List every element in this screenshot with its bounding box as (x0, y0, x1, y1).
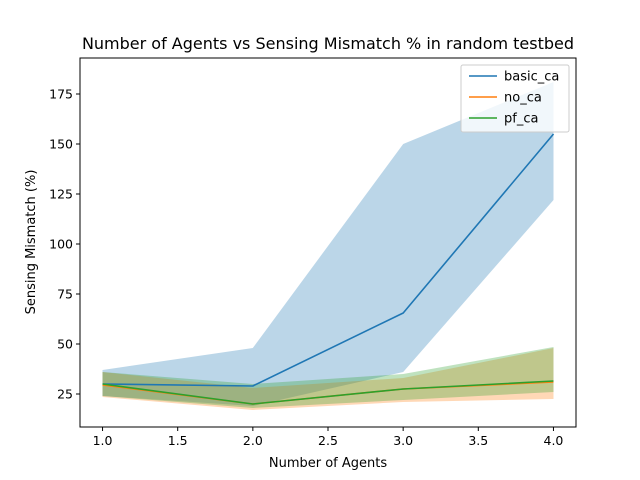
legend-label-pf_ca: pf_ca (504, 112, 538, 127)
series-lines (102, 133, 555, 405)
y-axis: 25 50 75 100 125 150 175 (49, 87, 80, 402)
legend: basic_ca no_ca pf_ca (460, 64, 570, 133)
y-tick-label: 150 (49, 137, 73, 152)
line-pf_ca (102, 380, 554, 405)
band-pf_ca (102, 347, 554, 408)
y-tick-label: 75 (57, 287, 73, 302)
legend-label-no_ca: no_ca (504, 91, 542, 106)
x-axis: 1.0 1.5 2.0 2.5 3.0 3.5 4.0 (93, 427, 564, 448)
band-no_ca (102, 348, 554, 410)
y-tick-label: 25 (57, 387, 73, 402)
chart-title: Number of Agents vs Sensing Mismatch % i… (82, 34, 574, 53)
x-tick-label: 3.5 (468, 433, 488, 448)
x-tick-label: 3.0 (393, 433, 413, 448)
y-tick-label: 100 (49, 237, 73, 252)
y-tick-label: 50 (57, 337, 73, 352)
x-tick-label: 4.0 (544, 433, 564, 448)
legend-box (460, 64, 570, 133)
y-tick-label: 175 (49, 87, 73, 102)
band-basic_ca (102, 82, 554, 406)
confidence-bands (102, 82, 554, 410)
y-tick-label: 125 (49, 187, 73, 202)
x-axis-label: Number of Agents (269, 456, 387, 471)
x-tick-label: 2.5 (318, 433, 338, 448)
y-axis-label: Sensing Mismatch (%) (24, 170, 39, 315)
line-basic_ca (102, 133, 555, 387)
x-tick-label: 1.5 (168, 433, 188, 448)
x-tick-label: 2.0 (243, 433, 263, 448)
legend-label-basic_ca: basic_ca (504, 70, 559, 85)
x-tick-label: 1.0 (93, 433, 113, 448)
